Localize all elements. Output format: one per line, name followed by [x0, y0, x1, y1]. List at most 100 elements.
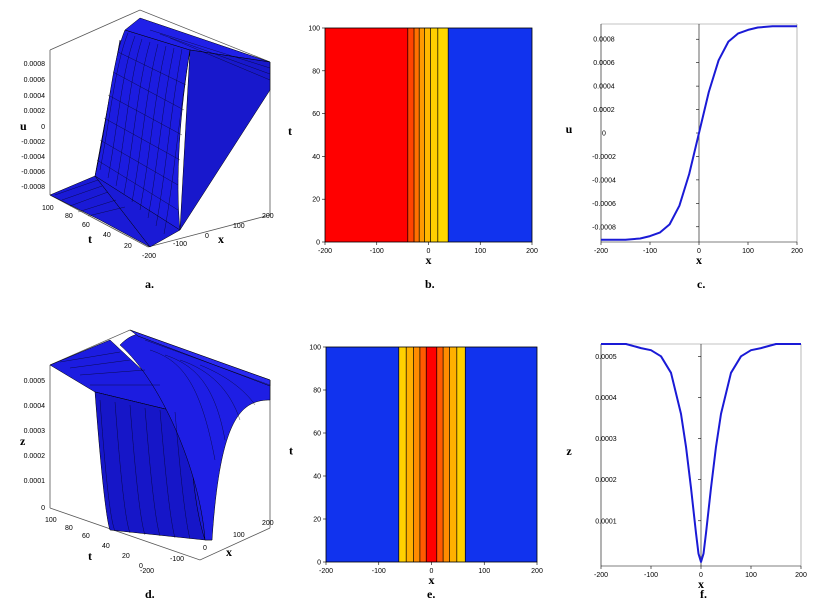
d-t-tick: 40 — [102, 543, 110, 550]
contour-band — [398, 347, 407, 562]
a-x-tick: 100 — [233, 223, 245, 230]
y-tick-label: 0.0002 — [595, 477, 617, 484]
d-z-tick: 0.0003 — [24, 428, 46, 435]
contour-band — [407, 28, 415, 242]
y-tick-label: 0.0003 — [595, 436, 617, 443]
y-tick-label: 20 — [312, 197, 320, 204]
panel-label-c: c. — [697, 277, 705, 291]
x-tick-label: 100 — [474, 248, 486, 255]
x-tick-label: -200 — [594, 572, 608, 579]
y-tick-label: 0 — [602, 131, 606, 138]
x-tick-label: 0 — [699, 572, 703, 579]
x-tick-label: 0 — [430, 568, 434, 575]
y-tick-label: -0.0004 — [592, 177, 616, 184]
a-x-tick: -200 — [142, 253, 156, 260]
y-tick-label: 0.0008 — [593, 37, 615, 44]
x-axis-label: x — [698, 577, 704, 591]
y-tick-label: 0.0005 — [595, 354, 617, 361]
x-tick-label: -100 — [370, 248, 384, 255]
y-tick-label: 40 — [313, 474, 321, 481]
a-z-tick: -0.0004 — [21, 154, 45, 161]
contour-band — [325, 28, 408, 242]
y-tick-label: 0.0002 — [593, 107, 615, 114]
d-z-tick: 0.0001 — [24, 478, 46, 485]
a-z-tick: 0.0002 — [24, 108, 46, 115]
y-tick-label: 0 — [317, 560, 321, 567]
panel-d-surface: 0.0005 0.0004 0.0003 0.0002 0.0001 0 100… — [20, 329, 274, 575]
panel-label-e: e. — [427, 587, 435, 601]
a-z-tick: 0.0008 — [24, 61, 46, 68]
d-z-tick: 0.0004 — [24, 403, 46, 410]
y-tick-label: 0.0004 — [593, 84, 615, 91]
x-tick-label: -100 — [372, 568, 386, 575]
y-tick-label: 60 — [313, 431, 321, 438]
y-tick-label: -0.0008 — [592, 224, 616, 231]
panel-label-f: f. — [700, 587, 707, 601]
contour-band — [406, 347, 414, 562]
a-z-tick: -0.0006 — [21, 169, 45, 176]
panel-label-b: b. — [425, 277, 435, 291]
d-x-axis-label: x — [226, 545, 232, 559]
d-t-tick: 20 — [122, 553, 130, 560]
panel-label-a: a. — [145, 277, 154, 291]
a-x-tick: 200 — [262, 213, 274, 220]
x-axis-label: x — [429, 573, 435, 587]
d-z-tick: 0.0005 — [24, 378, 46, 385]
d-x-tick: -100 — [170, 556, 184, 563]
d-t-axis-label: t — [88, 549, 92, 563]
contour-band — [419, 347, 427, 562]
y-tick-label: 80 — [312, 68, 320, 75]
y-tick-label: 40 — [312, 154, 320, 161]
y-tick-label: 80 — [313, 388, 321, 395]
x-axis-label: x — [696, 253, 702, 267]
x-tick-label: -100 — [644, 572, 658, 579]
contour-band — [437, 28, 449, 242]
panel-b-contour: -200 -100 0 100 200 0 20 40 60 80 100 x t — [288, 26, 538, 268]
a-x-axis-label: x — [218, 232, 224, 246]
x-tick-label: 100 — [742, 248, 754, 255]
y-tick-label: 0.0004 — [595, 395, 617, 402]
a-x-tick: 0 — [205, 233, 209, 240]
y-tick-label: 0.0006 — [593, 60, 615, 67]
x-tick-label: -200 — [318, 248, 332, 255]
y-tick-label: 0 — [316, 240, 320, 247]
y-axis-label: t — [288, 124, 292, 138]
y-tick-label: -0.0002 — [592, 154, 616, 161]
x-tick-label: 200 — [526, 248, 538, 255]
x-tick-label: -200 — [319, 568, 333, 575]
y-axis-label: u — [566, 122, 573, 136]
x-tick-label: -100 — [643, 248, 657, 255]
a-t-tick: 40 — [103, 232, 111, 239]
d-x-tick: 100 — [233, 532, 245, 539]
d-t-tick: 0 — [139, 563, 143, 570]
a-t-tick: 80 — [65, 213, 73, 220]
x-tick-label: 200 — [531, 568, 543, 575]
x-tick-label: 200 — [791, 248, 803, 255]
contour-band — [414, 28, 420, 242]
contour-band — [419, 28, 425, 242]
y-axis-label: t — [289, 444, 293, 458]
x-axis-label: x — [426, 253, 432, 267]
y-tick-label: -0.0006 — [592, 201, 616, 208]
x-tick-label: 100 — [745, 572, 757, 579]
a-z-tick: 0.0006 — [24, 77, 46, 84]
contour-band — [426, 347, 437, 562]
y-tick-label: 100 — [308, 26, 320, 33]
contour-band — [465, 347, 537, 562]
a-z-tick: -0.0002 — [21, 139, 45, 146]
y-tick-label: 0.0001 — [595, 518, 617, 525]
d-z-tick: 0 — [41, 505, 45, 512]
contour-band — [424, 28, 431, 242]
y-axis-label: z — [566, 444, 572, 458]
y-tick-label: 100 — [309, 345, 321, 352]
contour-band — [436, 347, 444, 562]
d-z-axis-label: z — [20, 434, 26, 448]
a-z-tick: 0.0004 — [24, 93, 46, 100]
a-z-axis-label: u — [20, 119, 27, 133]
series-line — [601, 343, 801, 563]
panel-c-line: -200 -100 0 100 200 0.0008 0.0006 0.0004 0.0002 0… — [566, 23, 803, 267]
a-t-tick: 20 — [124, 243, 132, 250]
contour-band — [448, 28, 532, 242]
contour-band — [413, 347, 420, 562]
a-t-tick: 100 — [42, 205, 54, 212]
